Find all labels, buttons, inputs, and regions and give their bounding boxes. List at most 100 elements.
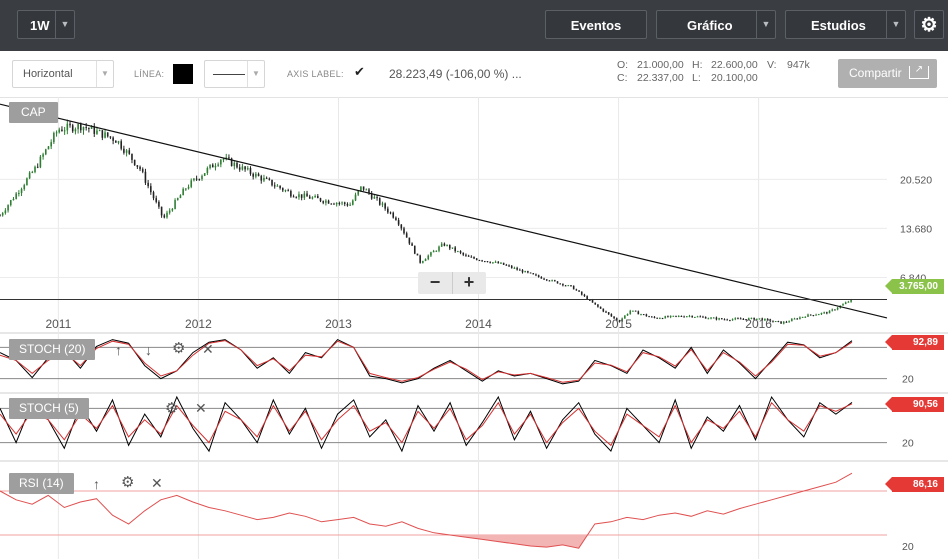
gear-icon[interactable]: ⚙ (121, 474, 135, 491)
candle-body (793, 318, 796, 320)
candle-body (632, 310, 634, 312)
candle-body (602, 308, 605, 312)
candle-body (403, 228, 405, 234)
price-pane-badge[interactable]: CAP (9, 102, 58, 123)
series-line (0, 401, 853, 447)
candle-body (766, 318, 769, 320)
candle-body (53, 132, 55, 143)
candle-body (669, 315, 672, 318)
candle-body (782, 321, 785, 324)
candle-body (721, 318, 723, 320)
candle-body (306, 193, 308, 197)
close-icon[interactable]: ✕ (202, 341, 214, 357)
estudios-button[interactable]: Estudios ▼ (785, 10, 906, 39)
eventos-button[interactable]: Eventos (545, 10, 647, 39)
candle-body (357, 190, 360, 195)
candle-body (427, 255, 430, 260)
candle-body (707, 318, 710, 320)
candle-body (500, 262, 502, 264)
candle-body (93, 126, 96, 134)
close-icon[interactable]: ✕ (195, 400, 207, 416)
candle-body (844, 302, 847, 305)
candle-body (785, 321, 788, 323)
candle-body (850, 299, 852, 302)
grafico-button[interactable]: Gráfico ▼ (656, 10, 776, 39)
zoom-out-button[interactable]: − (418, 272, 453, 294)
settings-button[interactable]: ⚙ (914, 10, 944, 39)
x-tick-label: 2013 (325, 317, 352, 331)
rsi-badge[interactable]: RSI (14) (9, 473, 74, 494)
candle-body (809, 314, 812, 316)
candle-body (613, 316, 615, 319)
candle-body (831, 309, 834, 311)
candle-body (467, 255, 470, 257)
axis-label-checkbox[interactable]: ✔ (354, 64, 365, 79)
drawing-toolbar: Horizontal ▼ LÍNEA: ▼ AXIS LABEL: ✔ 28.2… (0, 51, 948, 98)
period-select[interactable]: 1W ▼ (17, 10, 75, 39)
candle-body (26, 178, 28, 186)
line-style-select[interactable]: ▼ (204, 60, 265, 88)
candle-body (193, 178, 195, 181)
candle-body (66, 123, 69, 131)
stoch20-badge[interactable]: STOCH (20) (9, 339, 96, 360)
candle-body (475, 258, 478, 261)
candle-body (594, 302, 597, 305)
candle-body (812, 315, 815, 317)
rsi-value-label: 86,16 (885, 477, 944, 492)
candle-body (551, 280, 553, 282)
orientation-select[interactable]: Horizontal ▼ (12, 60, 114, 88)
candle-body (656, 317, 658, 319)
y-tick-label: 20 (902, 541, 914, 553)
candle-body (74, 129, 77, 132)
candle-body (257, 173, 260, 177)
candle-body (333, 203, 335, 205)
zoom-in-button[interactable]: + (463, 272, 475, 292)
candle-body (384, 203, 386, 209)
candle-body (265, 177, 268, 179)
candle-body (88, 127, 90, 129)
move-down-icon[interactable]: ↓ (145, 342, 152, 358)
candle-body (540, 276, 543, 279)
move-up-icon[interactable]: ↑ (115, 342, 122, 358)
candle-body (343, 202, 346, 204)
candle-body (764, 318, 766, 321)
candle-body (0, 215, 1, 217)
candle-body (190, 180, 193, 187)
candle-body (260, 176, 263, 181)
line-color-swatch[interactable] (173, 64, 193, 84)
candle-body (486, 261, 489, 263)
candle-body (564, 285, 567, 287)
candle-body (715, 317, 718, 320)
candle-body (637, 311, 640, 315)
candle-body (529, 272, 532, 274)
gear-icon[interactable]: ⚙ (172, 340, 186, 357)
candle-body (459, 251, 462, 253)
candle-body (683, 316, 685, 318)
candle-body (629, 310, 632, 314)
x-tick-label: 2011 (45, 317, 71, 331)
move-up-icon[interactable]: ↑ (93, 476, 100, 492)
candle-body (228, 157, 230, 159)
candle-body (284, 190, 287, 192)
y-tick-label: 13.680 (900, 223, 932, 235)
candle-body (462, 252, 465, 255)
candle-body (556, 281, 559, 284)
top-bar: 1W ▼ Eventos Gráfico ▼ Estudios ▼ ⚙ (0, 0, 948, 51)
share-button[interactable]: Compartir ↗ (838, 59, 937, 88)
stoch5-badge[interactable]: STOCH (5) (9, 398, 89, 419)
candle-body (494, 261, 497, 263)
candle-body (823, 312, 825, 314)
candle-body (597, 304, 599, 307)
ohlc-open-label: O: (617, 59, 629, 71)
candle-body (79, 124, 82, 131)
candle-body (440, 243, 443, 247)
candle-body (435, 250, 438, 252)
candle-body (457, 251, 459, 253)
candle-body (133, 159, 136, 166)
candle-body (139, 166, 141, 170)
candle-body (804, 316, 807, 318)
close-icon[interactable]: ✕ (151, 475, 163, 491)
gear-icon[interactable]: ⚙ (165, 400, 179, 417)
candle-body (559, 283, 562, 285)
